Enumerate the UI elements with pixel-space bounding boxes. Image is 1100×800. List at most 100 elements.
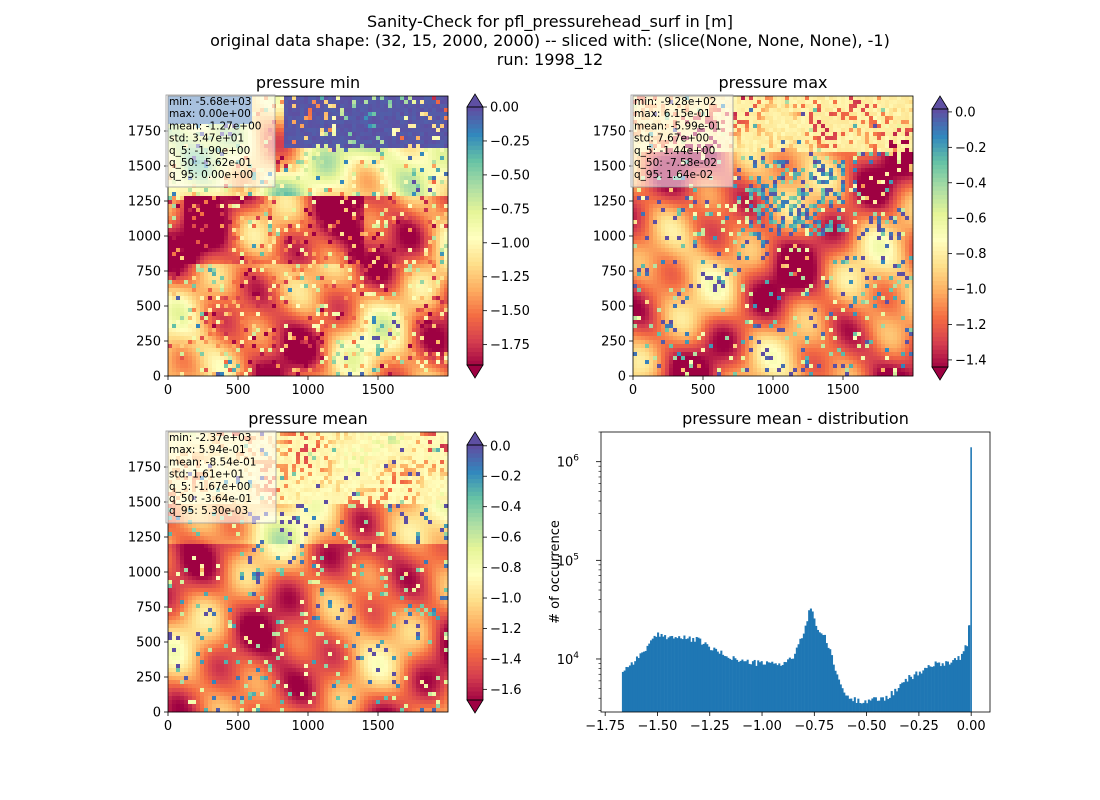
heatmap-cell [232,372,237,377]
heatmap-cell [284,340,289,345]
heatmap-cell [340,316,345,321]
heatmap-cell [432,356,437,361]
heatmap-cell [388,328,393,333]
heatmap-cell [376,348,381,353]
heatmap-cell [396,100,401,105]
heatmap-cell [224,300,229,305]
heatmap-cell [228,196,233,201]
heatmap-cell [412,368,417,373]
heatmap-cell [204,360,209,365]
heatmap-cell [352,208,357,213]
heatmap-cell [428,204,433,209]
heatmap-cell [380,96,385,101]
heatmap-cell [228,352,233,357]
heatmap-cell [188,324,193,329]
heatmap-cell [308,236,313,241]
heatmap-cell [368,336,373,341]
heatmap-cell [436,164,441,169]
heatmap-cell [204,212,209,217]
heatmap-cell [400,148,405,153]
heatmap-cell [180,344,185,349]
heatmap-cell [224,188,229,193]
heatmap-cell [416,264,421,269]
heatmap-cell [348,324,353,329]
heatmap-cell [324,152,329,157]
heatmap-cell [276,248,281,253]
heatmap-cell [260,348,265,353]
heatmap-cell [392,148,397,153]
heatmap-cell [176,220,181,225]
heatmap-cell [192,284,197,289]
heatmap-cell [432,332,437,337]
heatmap-cell [348,296,353,301]
heatmap-cell [264,304,269,309]
heatmap-cell [428,160,433,165]
heatmap-cell [188,356,193,361]
heatmap-cell [380,280,385,285]
heatmap-cell [296,268,301,273]
heatmap-cell [172,336,177,341]
heatmap-cell [280,292,285,297]
heatmap-cell [312,304,317,309]
heatmap-cell [404,172,409,177]
heatmap-cell [276,296,281,301]
heatmap-cell [392,288,397,293]
heatmap-cell [300,168,305,173]
heatmap-cell [288,248,293,253]
heatmap-cell [412,356,417,361]
heatmap-cell [168,196,173,201]
heatmap-cell [204,332,209,337]
heatmap-cell [440,180,445,185]
heatmap-cell [200,280,205,285]
heatmap-cell [184,236,189,241]
heatmap-cell [360,184,365,189]
heatmap-cell [364,220,369,225]
heatmap-cell [248,200,253,205]
heatmap-cell [324,168,329,173]
heatmap-cell [280,352,285,357]
heatmap-cell [368,364,373,369]
heatmap-cell [172,316,177,321]
heatmap-cell [384,200,389,205]
heatmap-cell [388,172,393,177]
heatmap-cell [432,204,437,209]
heatmap-cell [384,368,389,373]
heatmap-cell [192,304,197,309]
heatmap-cell [412,248,417,253]
heatmap-cell [432,224,437,229]
heatmap-cell [364,192,369,197]
heatmap-cell [260,208,265,213]
heatmap-cell [324,112,329,117]
heatmap-cell [392,328,397,333]
heatmap-cell [360,248,365,253]
heatmap-cell [416,256,421,261]
heatmap-cell [300,100,305,105]
heatmap-cell [376,104,381,109]
heatmap-cell [332,236,337,241]
heatmap-cell [240,204,245,209]
heatmap-cell [340,236,345,241]
heatmap-cell [408,312,413,317]
heatmap-cell [324,300,329,305]
heatmap-cell [272,216,277,221]
heatmap-cell [228,220,233,225]
heatmap-cell [376,204,381,209]
heatmap-cell [316,104,321,109]
heatmap-cell [332,208,337,213]
heatmap-cell [404,232,409,237]
heatmap-cell [296,248,301,253]
heatmap-cell [428,308,433,313]
heatmap-cell [228,344,233,349]
heatmap-cell [184,364,189,369]
heatmap-cell [340,212,345,217]
heatmap-cell [384,332,389,337]
heatmap-cell [292,300,297,305]
heatmap-cell [324,140,329,145]
heatmap-cell [232,348,237,353]
heatmap-cell [292,128,297,133]
heatmap-cell [348,104,353,109]
heatmap-cell [396,196,401,201]
heatmap-cell [428,212,433,217]
heatmap-cell [384,184,389,189]
heatmap-cell [396,328,401,333]
